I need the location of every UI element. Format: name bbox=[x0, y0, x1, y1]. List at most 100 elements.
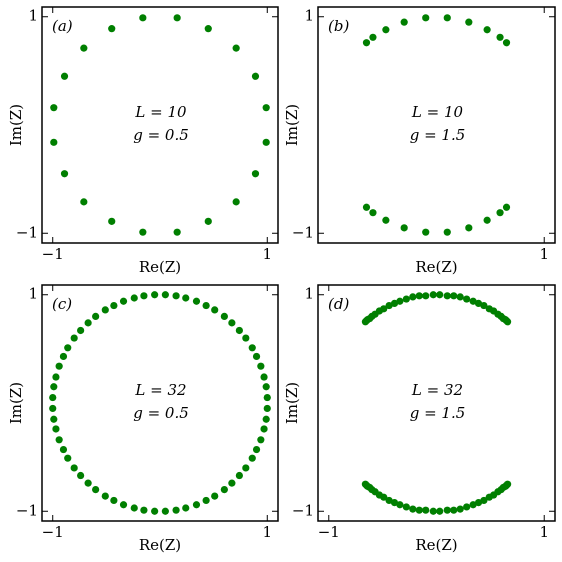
data-point bbox=[50, 415, 58, 423]
annotation: g = 1.5 bbox=[410, 404, 466, 422]
data-point bbox=[402, 503, 410, 511]
data-point bbox=[50, 383, 58, 391]
data-point bbox=[465, 224, 473, 232]
panel-label: (a) bbox=[52, 17, 73, 35]
data-point bbox=[235, 471, 243, 480]
panel-label: (c) bbox=[52, 295, 72, 313]
data-point bbox=[251, 72, 260, 80]
data-point bbox=[483, 216, 491, 224]
data-point bbox=[242, 334, 250, 342]
data-point bbox=[263, 393, 271, 402]
data-point bbox=[385, 496, 393, 505]
plot-frame bbox=[41, 284, 279, 522]
y-tick-label: 1 bbox=[304, 7, 314, 25]
data-point bbox=[496, 209, 504, 217]
data-point bbox=[232, 198, 240, 206]
data-point bbox=[400, 224, 408, 232]
data-point bbox=[362, 39, 371, 47]
annotation: L = 32 bbox=[134, 381, 186, 399]
data-point bbox=[110, 496, 118, 505]
data-point bbox=[463, 503, 471, 511]
data-point bbox=[84, 479, 92, 487]
panel-label: (d) bbox=[328, 295, 349, 313]
data-point bbox=[456, 505, 464, 513]
x-tick-label: 1 bbox=[262, 523, 272, 541]
x-tick-label: −1 bbox=[42, 523, 64, 541]
data-point bbox=[443, 228, 451, 236]
data-point bbox=[130, 504, 138, 512]
x-tick-label: 1 bbox=[539, 245, 549, 263]
data-point bbox=[262, 104, 270, 112]
data-point bbox=[52, 373, 60, 381]
data-point bbox=[504, 480, 512, 488]
data-point bbox=[228, 319, 236, 327]
y-tick-label: 1 bbox=[304, 285, 314, 303]
data-point bbox=[172, 506, 180, 514]
data-point bbox=[415, 292, 423, 300]
data-point bbox=[151, 507, 159, 515]
data-point bbox=[52, 425, 60, 433]
data-point bbox=[119, 501, 128, 509]
data-point bbox=[220, 312, 228, 320]
y-axis-label: Im(Z) bbox=[283, 104, 301, 146]
data-point bbox=[60, 170, 69, 178]
data-point bbox=[502, 39, 511, 47]
plot-frame bbox=[41, 6, 279, 244]
data-point bbox=[50, 138, 58, 146]
x-tick-label: 1 bbox=[539, 523, 549, 541]
data-point bbox=[504, 318, 512, 326]
data-point bbox=[260, 373, 268, 381]
plot-frame bbox=[317, 6, 556, 244]
data-point bbox=[108, 25, 116, 33]
data-point bbox=[108, 217, 116, 225]
x-tick-label: −1 bbox=[42, 245, 64, 263]
data-point bbox=[422, 228, 430, 236]
data-point bbox=[262, 415, 270, 423]
data-point bbox=[140, 506, 148, 514]
data-point bbox=[55, 362, 63, 370]
y-axis-label: Im(Z) bbox=[283, 382, 301, 424]
data-point bbox=[84, 319, 92, 327]
data-point bbox=[59, 445, 68, 454]
y-tick-label: −1 bbox=[292, 223, 314, 241]
data-point bbox=[409, 505, 417, 513]
data-point bbox=[192, 297, 201, 305]
data-point bbox=[130, 294, 138, 302]
data-point bbox=[422, 14, 430, 22]
data-point bbox=[101, 492, 109, 500]
data-point bbox=[443, 292, 451, 300]
data-point bbox=[211, 492, 219, 500]
annotation: L = 10 bbox=[134, 103, 187, 121]
data-point bbox=[257, 362, 265, 370]
annotation: L = 10 bbox=[411, 103, 464, 121]
data-point bbox=[161, 291, 169, 299]
y-tick-label: −1 bbox=[16, 501, 38, 519]
data-point bbox=[202, 301, 210, 310]
data-point bbox=[450, 506, 458, 514]
data-point bbox=[443, 506, 451, 514]
data-point bbox=[436, 291, 444, 299]
y-tick-label: −1 bbox=[292, 501, 314, 519]
data-point bbox=[474, 498, 483, 507]
data-point bbox=[192, 501, 201, 509]
data-point bbox=[49, 404, 57, 413]
y-tick-label: −1 bbox=[16, 223, 38, 241]
data-point bbox=[262, 138, 270, 146]
data-point bbox=[182, 294, 190, 302]
data-point bbox=[242, 464, 250, 472]
data-point bbox=[252, 352, 261, 361]
data-point bbox=[235, 326, 243, 335]
annotation: g = 0.5 bbox=[133, 404, 189, 422]
data-point bbox=[204, 217, 212, 225]
data-point bbox=[422, 506, 430, 514]
data-point bbox=[263, 404, 271, 413]
data-point bbox=[380, 493, 388, 501]
annotation: g = 1.5 bbox=[410, 126, 466, 144]
data-point bbox=[362, 203, 371, 211]
data-point bbox=[402, 295, 410, 303]
data-point bbox=[211, 306, 219, 314]
data-point bbox=[502, 203, 511, 211]
data-point bbox=[77, 471, 85, 480]
data-point bbox=[262, 383, 270, 391]
